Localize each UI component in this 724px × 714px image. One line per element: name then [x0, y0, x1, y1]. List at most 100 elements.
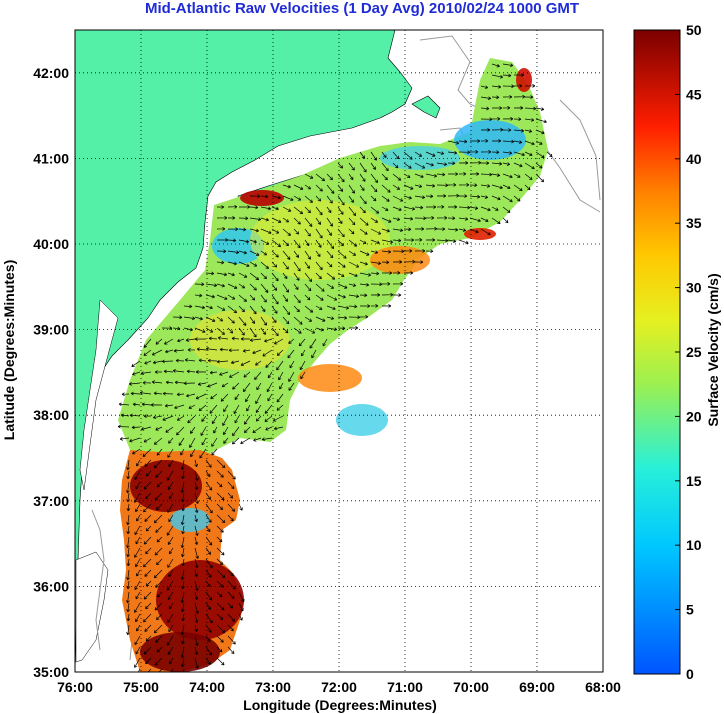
velocity-arrow — [249, 217, 262, 222]
velocity-arrow — [271, 195, 281, 200]
velocity-arrow — [238, 294, 247, 302]
velocity-arrow — [470, 139, 481, 143]
velocity-arrow — [271, 239, 282, 248]
velocity-arrow — [194, 492, 199, 504]
velocity-arrow — [209, 404, 218, 414]
velocity-arrow — [216, 536, 223, 543]
velocity-arrow — [436, 194, 447, 198]
velocity-arrow — [293, 283, 299, 290]
velocity-arrow — [288, 382, 295, 391]
velocity-arrow — [271, 206, 279, 211]
velocity-arrow — [360, 304, 371, 308]
velocity-arrow — [458, 139, 468, 144]
velocity-arrow — [282, 217, 290, 223]
velocity-arrow — [271, 294, 279, 305]
velocity-arrow — [293, 316, 303, 325]
x-tick-label: 69:00 — [519, 679, 555, 695]
velocity-arrow — [337, 294, 346, 299]
velocity-arrow — [194, 470, 199, 481]
velocity-arrow — [502, 63, 514, 68]
patch-red-4 — [156, 560, 244, 640]
velocity-arrow — [524, 106, 537, 111]
velocity-arrow — [227, 580, 236, 590]
velocity-arrow — [337, 326, 346, 331]
velocity-arrow — [436, 215, 448, 220]
velocity-arrow — [524, 151, 533, 157]
velocity-arrow — [288, 338, 295, 344]
velocity-arrow — [198, 358, 207, 363]
velocity-arrow — [168, 602, 174, 610]
velocity-arrow — [176, 415, 185, 421]
velocity-arrow — [227, 481, 235, 490]
velocity-arrow — [227, 250, 240, 255]
velocity-arrow — [304, 294, 311, 301]
velocity-arrow — [458, 205, 471, 210]
velocity-arrow — [447, 193, 460, 198]
velocity-arrow — [359, 272, 372, 277]
velocity-arrow — [153, 459, 163, 469]
velocity-arrow — [168, 514, 174, 523]
velocity-arrow — [267, 393, 273, 402]
velocity-arrow — [167, 448, 174, 458]
velocity-arrow — [131, 425, 141, 430]
velocity-arrow — [152, 360, 163, 365]
velocity-arrow — [524, 129, 533, 133]
velocity-arrow — [234, 415, 240, 424]
cape-cod — [411, 95, 441, 119]
velocity-arrow — [304, 305, 314, 313]
velocity-arrow — [155, 525, 163, 533]
velocity-arrow — [205, 294, 215, 299]
y-tick-label: 41:00 — [33, 150, 69, 166]
velocity-arrow — [165, 426, 174, 433]
velocity-arrow — [359, 206, 366, 214]
velocity-arrow — [480, 184, 491, 188]
velocity-arrow — [180, 514, 185, 526]
velocity-arrow — [513, 195, 521, 202]
velocity-arrow — [183, 668, 185, 672]
x-tick-label: 76:00 — [57, 679, 93, 695]
velocity-arrow — [194, 624, 198, 633]
velocity-arrow — [227, 514, 234, 522]
velocity-arrow — [142, 448, 152, 457]
velocity-arrow — [231, 336, 240, 341]
velocity-arrow — [271, 250, 279, 258]
velocity-arrow — [189, 437, 196, 448]
colorbar-tick-label: 5 — [686, 602, 694, 618]
velocity-arrow — [370, 282, 383, 287]
velocity-arrow — [126, 602, 130, 613]
velocity-arrow — [491, 150, 500, 155]
velocity-arrow — [170, 668, 174, 672]
velocity-arrow — [425, 184, 436, 188]
velocity-arrow — [227, 470, 236, 480]
velocity-arrow — [315, 283, 325, 292]
velocity-arrow — [194, 481, 199, 490]
velocity-arrow — [491, 195, 501, 201]
velocity-arrow — [392, 195, 404, 202]
velocity-arrow — [216, 481, 223, 488]
velocity-arrow — [211, 415, 218, 425]
velocity-arrow — [223, 404, 229, 413]
velocity-arrow — [126, 558, 131, 567]
velocity-arrow — [304, 228, 311, 237]
velocity-arrow — [181, 635, 185, 645]
velocity-arrow — [145, 547, 152, 555]
velocity-arrow — [304, 206, 311, 214]
velocity-arrow — [260, 294, 267, 303]
velocity-arrow — [304, 261, 310, 269]
y-tick-label: 42:00 — [33, 65, 69, 81]
velocity-arrow — [315, 239, 322, 248]
velocity-arrow — [403, 151, 413, 160]
velocity-arrow — [238, 503, 243, 511]
velocity-arrow — [135, 646, 141, 655]
velocity-arrow — [216, 569, 226, 579]
velocity-arrow — [207, 358, 218, 363]
velocity-arrow — [136, 569, 141, 577]
velocity-arrow — [315, 217, 322, 225]
y-tick-label: 35:00 — [33, 664, 69, 680]
velocity-arrow — [173, 348, 185, 353]
velocity-arrow — [172, 369, 185, 373]
velocity-arrow — [227, 204, 238, 209]
velocity-arrow — [293, 261, 301, 272]
velocity-arrow — [469, 194, 481, 199]
velocity-arrow — [227, 272, 235, 277]
